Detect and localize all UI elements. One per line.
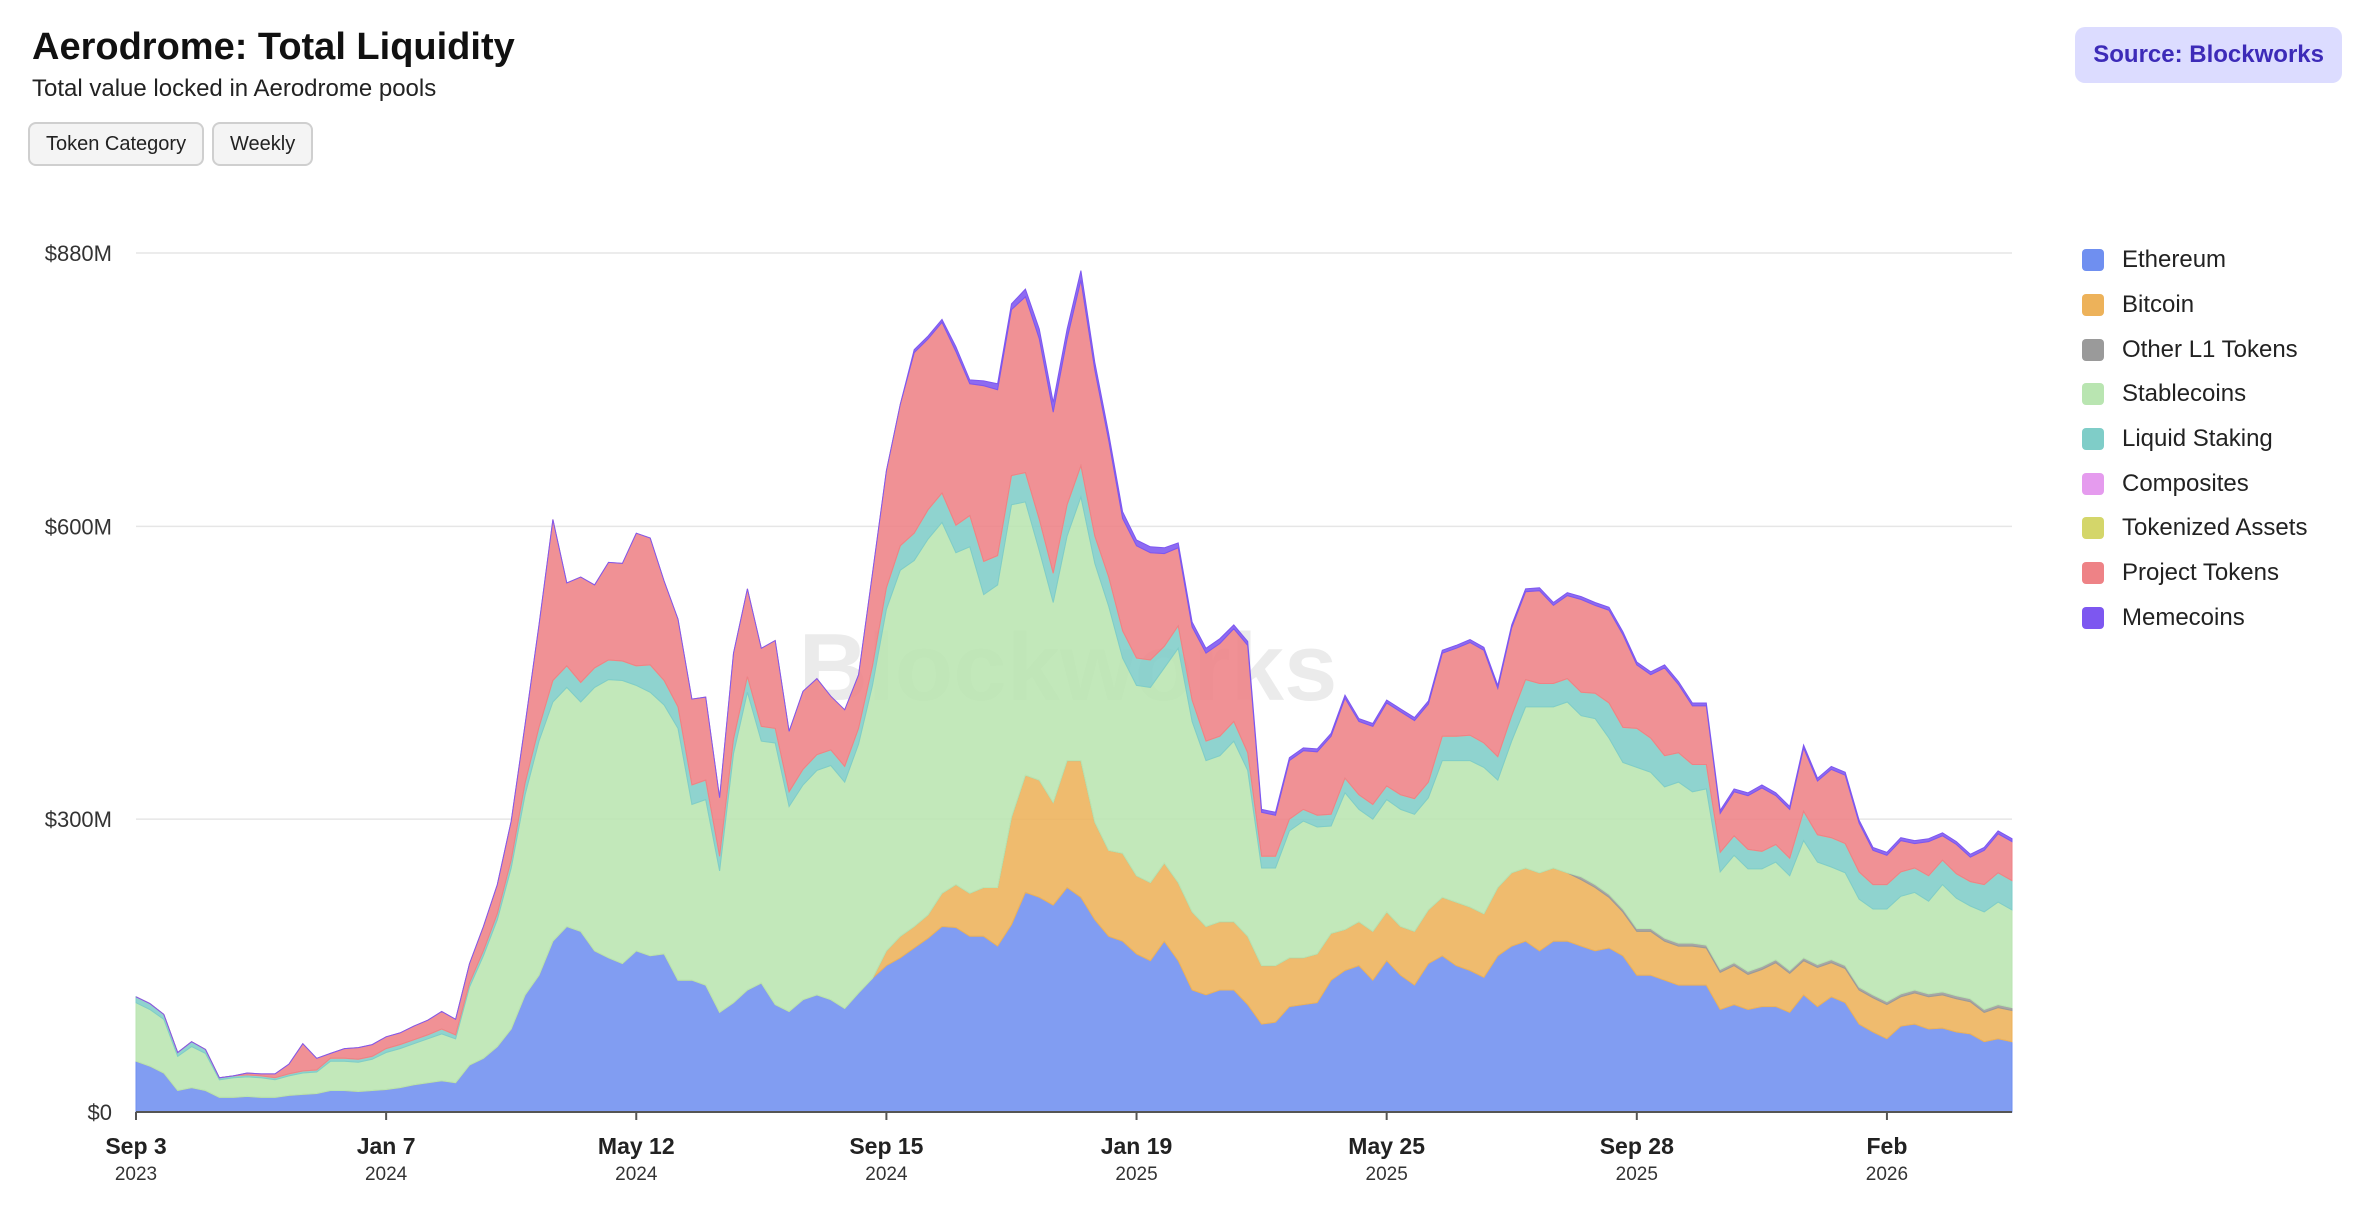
y-tick-label: $880M — [45, 241, 112, 266]
legend: Ethereum Bitcoin Other L1 Tokens Stablecoin… — [2082, 238, 2307, 640]
legend-item[interactable]: Bitcoin — [2082, 283, 2307, 328]
x-tick-year: 2026 — [1866, 1164, 1908, 1185]
x-tick-year: 2024 — [865, 1164, 908, 1185]
legend-label: Stablecoins — [2122, 380, 2247, 408]
legend-swatch — [2082, 383, 2104, 406]
token-category-button[interactable]: Token Category — [28, 122, 205, 166]
legend-item[interactable]: Tokenized Assets — [2082, 506, 2307, 551]
legend-label: Composites — [2122, 469, 2249, 497]
chart-title: Aerodrome: Total Liquidity — [32, 26, 515, 68]
legend-item[interactable]: Other L1 Tokens — [2082, 327, 2307, 372]
legend-item[interactable]: Composites — [2082, 461, 2307, 506]
weekly-interval-button[interactable]: Weekly — [212, 122, 314, 166]
legend-label: Other L1 Tokens — [2122, 335, 2298, 363]
legend-swatch — [2082, 338, 2104, 361]
legend-swatch — [2082, 517, 2104, 540]
legend-label: Project Tokens — [2122, 559, 2279, 587]
legend-item[interactable]: Ethereum — [2082, 238, 2307, 283]
legend-label: Ethereum — [2122, 246, 2227, 274]
legend-item[interactable]: Stablecoins — [2082, 372, 2307, 417]
legend-item[interactable]: Liquid Staking — [2082, 417, 2307, 462]
legend-label: Tokenized Assets — [2122, 514, 2308, 542]
legend-item[interactable]: Memecoins — [2082, 596, 2307, 641]
x-tick-label: Jan 19 — [1101, 1133, 1173, 1159]
x-tick-label: Jan 7 — [357, 1133, 416, 1159]
legend-swatch — [2082, 428, 2104, 451]
x-tick-label: May 25 — [1348, 1133, 1425, 1159]
x-tick-year: 2023 — [115, 1164, 157, 1185]
legend-swatch — [2082, 294, 2104, 317]
x-tick-label: May 12 — [598, 1133, 675, 1159]
x-tick-year: 2025 — [1616, 1164, 1658, 1185]
legend-label: Memecoins — [2122, 603, 2245, 631]
x-tick-label: Sep 28 — [1600, 1133, 1674, 1159]
x-tick-year: 2024 — [365, 1164, 408, 1185]
legend-swatch — [2082, 606, 2104, 629]
y-tick-label: $0 — [88, 1100, 112, 1125]
y-tick-label: $600M — [45, 514, 112, 539]
chart-subtitle: Total value locked in Aerodrome pools — [32, 75, 437, 102]
legend-label: Liquid Staking — [2122, 425, 2273, 453]
legend-swatch — [2082, 472, 2104, 495]
x-tick-year: 2025 — [1115, 1164, 1157, 1185]
x-tick-label: Feb — [1866, 1133, 1907, 1159]
x-tick-year: 2024 — [615, 1164, 658, 1185]
x-tick-label: Sep 3 — [105, 1133, 166, 1159]
axes: $0 $300M $600M $880M Sep 3 2023 Jan 7 2024 May 1… — [45, 241, 2012, 1185]
x-tick-label: Sep 15 — [849, 1133, 923, 1159]
area-series — [135, 270, 2013, 1113]
y-tick-label: $300M — [45, 807, 112, 832]
legend-swatch — [2082, 562, 2104, 585]
legend-item[interactable]: Project Tokens — [2082, 551, 2307, 596]
legend-label: Bitcoin — [2122, 291, 2195, 319]
area-memecoins — [135, 270, 2013, 1079]
source-badge[interactable]: Source: Blockworks — [2075, 27, 2342, 83]
legend-swatch — [2082, 249, 2104, 272]
x-tick-year: 2025 — [1366, 1164, 1408, 1185]
